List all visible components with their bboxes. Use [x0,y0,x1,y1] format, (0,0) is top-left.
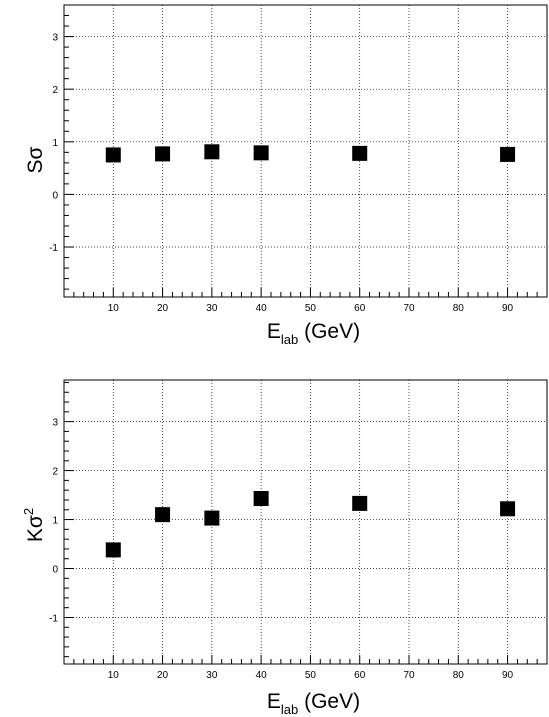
top-data-point [155,146,171,162]
bottom-y-tick-label: -1 [49,613,58,624]
bottom-y-tick-label: 1 [52,516,58,527]
top-x-tick-label: 20 [157,303,169,314]
top-x-tick-label: 60 [354,303,366,314]
bottom-y-tick-label: 3 [52,418,58,429]
bottom-x-tick-label: 90 [502,670,514,681]
top-data-point [253,145,269,161]
bottom-x-tick-label: 10 [108,670,120,681]
bottom-x-tick-label: 30 [206,670,218,681]
top-x-tick-label: 90 [502,303,514,314]
top-y-tick-label: 0 [52,190,58,201]
bottom-data-point [105,542,121,558]
bottom-panel: 10 20 30 40 50 60 70 80 90 -1 0 1 2 3 Elab (GeV) Kσ2 [21,379,548,717]
bottom-x-tick-label: 50 [305,670,317,681]
top-y-tick-label: 2 [52,85,58,96]
top-x-tick-label: 30 [206,303,218,314]
bottom-y-tick-label: 0 [52,565,58,576]
bottom-plot-frame [63,379,548,665]
top-x-axis-title: Elab (GeV) [267,320,360,347]
top-plot-frame [63,4,548,298]
top-x-tick-label: 80 [453,303,465,314]
top-data-point [105,147,121,163]
top-panel: 10 20 30 40 50 60 70 80 90 -1 0 1 2 3 Elab (GeV) Sσ [24,4,548,347]
top-data-point [352,145,368,161]
bottom-data-point [352,495,368,511]
bottom-data-point [155,507,171,523]
top-x-tick-label: 40 [256,303,268,314]
bottom-x-axis-title: Elab (GeV) [267,690,360,717]
top-x-tick-label: 10 [108,303,120,314]
bottom-x-tick-label: 20 [157,670,169,681]
top-y-tick-label: 3 [52,33,58,44]
top-y-tick-label: -1 [49,243,58,254]
top-y-axis-title: Sσ [24,146,47,173]
bottom-data-point [253,490,269,506]
bottom-data-point [500,501,516,517]
bottom-y-tick-label: 2 [52,467,58,478]
bottom-data-point [204,510,220,526]
bottom-x-tick-label: 70 [403,670,415,681]
bottom-y-axis-title: Kσ2 [21,508,47,542]
top-y-tick-label: 1 [52,138,58,149]
bottom-x-tick-label: 40 [256,670,268,681]
bottom-x-tick-label: 60 [354,670,366,681]
top-data-point [500,146,516,162]
bottom-x-tick-label: 80 [453,670,465,681]
top-data-point [204,144,220,160]
top-x-tick-label: 50 [305,303,317,314]
top-x-tick-label: 70 [403,303,415,314]
